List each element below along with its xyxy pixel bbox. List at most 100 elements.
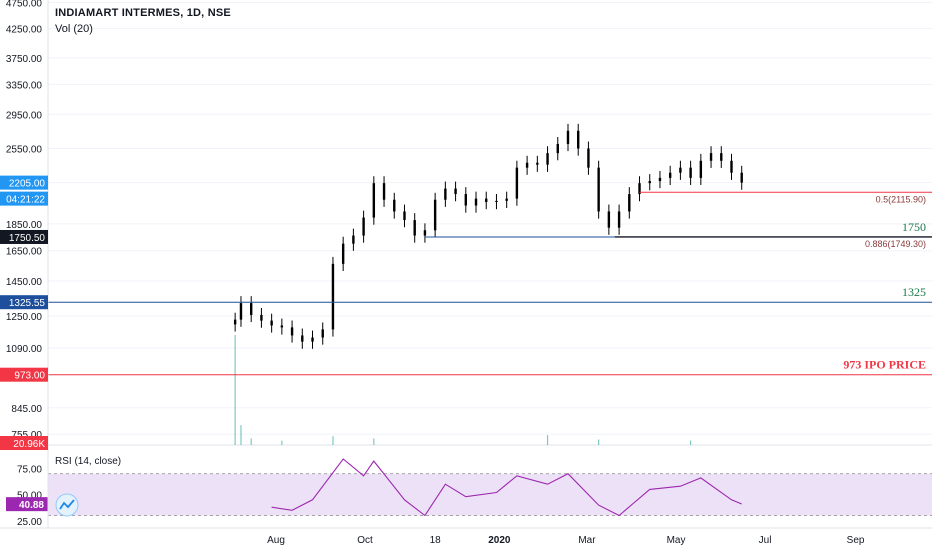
candle-body — [341, 243, 345, 264]
candle-body — [505, 198, 508, 201]
rsi-tick-label: 25.00 — [17, 517, 42, 528]
candle-body — [607, 211, 611, 228]
time-tick-label: 2020 — [488, 535, 511, 546]
candle-body — [720, 153, 723, 161]
time-axis: Aug Oct 18 2020 Mar May Jul Sep — [0, 527, 932, 546]
candle-body — [474, 198, 478, 206]
candle-body — [290, 327, 294, 336]
candle-body — [556, 143, 559, 154]
time-tick-label: Aug — [267, 535, 285, 546]
price-tick-label: 2550.00 — [6, 144, 43, 155]
rsi-tick-label: 75.00 — [17, 464, 42, 475]
time-tick-label: Oct — [357, 535, 373, 546]
candle-body — [628, 194, 631, 212]
rsi-pane: 75.00 50.00 25.00 40.88 — [6, 458, 742, 528]
price-tag-box — [0, 295, 48, 310]
candle-body — [249, 303, 253, 315]
rsi-band — [48, 473, 932, 516]
candle-body — [454, 188, 457, 195]
volume-bar — [598, 439, 600, 445]
candle-body — [740, 172, 743, 183]
level-1750-label: 1750 — [902, 220, 926, 234]
time-tick-label: Jul — [759, 535, 772, 546]
candle-body — [525, 162, 529, 168]
candle-body — [699, 160, 703, 178]
price-tick-label: 1250.00 — [6, 312, 43, 323]
candle-body — [260, 314, 263, 321]
volume-bar — [250, 438, 252, 445]
candle-body — [515, 167, 519, 199]
candle-body — [352, 235, 355, 244]
candle-body — [423, 230, 427, 236]
horizontal-levels: 0.5(2115.90) 0.886(1749.30) 1750 1325 973 IP… — [48, 191, 932, 376]
price-tag-box — [0, 436, 48, 450]
volume-bar — [546, 435, 549, 445]
price-tick-label: 2950.00 — [6, 110, 43, 121]
time-tick-label: Mar — [578, 535, 596, 546]
volume-indicator-label: Vol (20) — [55, 23, 93, 35]
candle-body — [393, 199, 396, 212]
rsi-line — [271, 458, 742, 517]
candle-body — [321, 329, 324, 338]
candle-body — [485, 198, 488, 203]
price-tick-label: 1090.00 — [6, 344, 43, 355]
candle-body — [658, 177, 662, 182]
volume-bar — [281, 440, 283, 445]
price-tag-text: 2205.00 — [9, 179, 46, 190]
candle-body — [331, 263, 335, 330]
symbol-title: INDIAMART INTERMES, 1D, NSE — [55, 7, 231, 19]
candle-body — [280, 325, 284, 328]
rsi-value-text: 40.88 — [19, 500, 44, 511]
level-1325-label: 1325 — [902, 285, 926, 299]
price-tick-label: 1850.00 — [6, 220, 43, 231]
price-tick-label: 845.00 — [11, 404, 42, 415]
volume-bar — [240, 425, 242, 445]
candle-body — [597, 167, 600, 212]
price-tag-text: 1750.50 — [9, 233, 46, 244]
candle-body — [668, 172, 672, 178]
volume-bars — [234, 335, 692, 445]
chart-logo-glyph-icon — [59, 499, 75, 510]
price-tick-label: 3350.00 — [6, 80, 43, 91]
candle-body — [403, 211, 406, 221]
candle-body — [689, 167, 692, 178]
price-tick-label: 755.00 — [11, 430, 42, 441]
candle-body — [311, 337, 314, 342]
price-tick-label: 1450.00 — [6, 277, 43, 288]
candle-body — [546, 153, 549, 165]
candle-body — [382, 183, 386, 200]
fib-0-5-label: 0.5(2115.90) — [876, 194, 926, 204]
price-tick-label: 1650.00 — [6, 247, 43, 258]
candles — [233, 123, 743, 349]
candle-body — [464, 194, 467, 206]
price-tag-text: 04:21:22 — [6, 195, 45, 206]
candle-body — [587, 148, 590, 168]
rsi-tick-label: 50.00 — [17, 491, 42, 502]
price-tag-box — [0, 191, 48, 206]
time-tick-label: Sep — [847, 535, 865, 546]
price-tick-label: 4750.00 — [6, 0, 43, 9]
price-tick-label: 3750.00 — [6, 54, 43, 65]
candle-body — [270, 320, 273, 326]
time-tick-label: 18 — [430, 535, 442, 546]
time-tick-label: May — [667, 535, 686, 546]
volume-bar — [234, 335, 236, 445]
candle-body — [730, 160, 733, 173]
price-tag-box — [0, 367, 48, 382]
price-tag-text: 1325.55 — [9, 298, 46, 309]
ipo-label: 973 IPO PRICE — [843, 358, 926, 372]
fib-0-886-label: 0.886(1749.30) — [865, 239, 926, 249]
volume-bar — [690, 440, 692, 445]
volume-bar — [332, 436, 334, 445]
price-tag-text: 973.00 — [14, 371, 45, 382]
candle-body — [577, 130, 580, 149]
rsi-legend: RSI (14, close) — [55, 456, 122, 467]
candle-body — [372, 183, 376, 218]
price-tag-box — [0, 175, 48, 190]
candle-body — [413, 220, 416, 236]
candle-body — [239, 303, 243, 320]
candle-body — [301, 335, 304, 342]
candle-body — [648, 181, 651, 184]
